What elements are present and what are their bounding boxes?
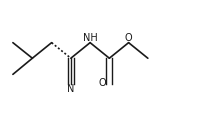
Text: NH: NH [83,32,98,42]
Text: N: N [67,83,75,93]
Text: O: O [125,32,132,42]
Text: O: O [99,77,106,87]
